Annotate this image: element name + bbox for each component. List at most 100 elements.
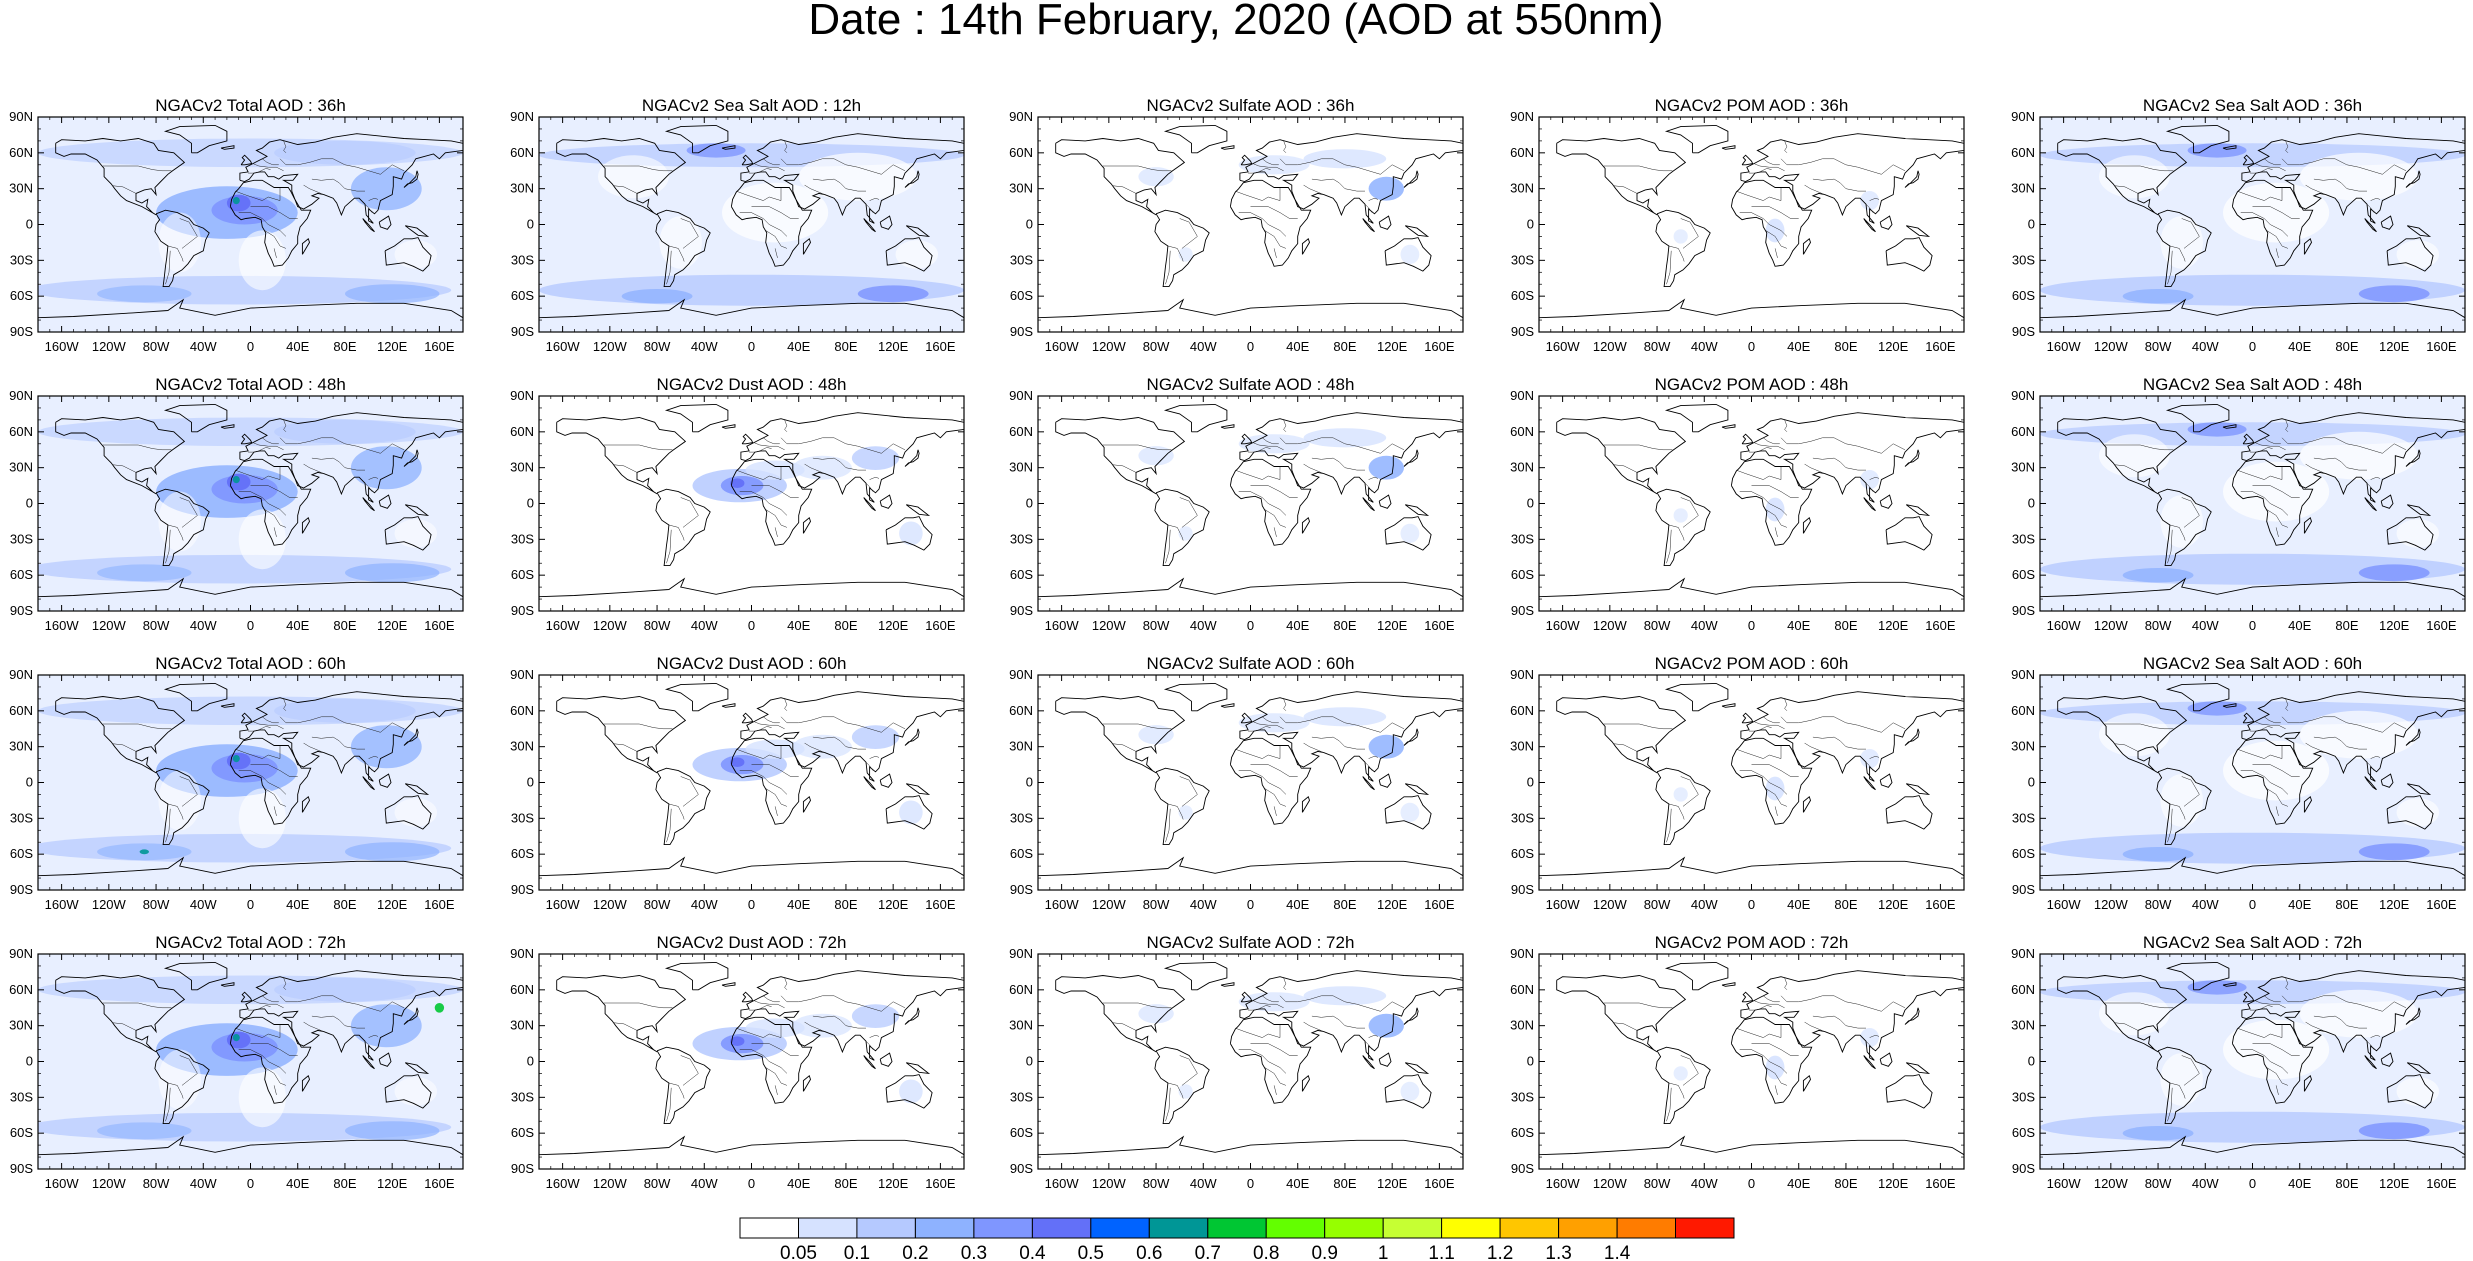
lon-tick-label: 160E	[424, 618, 455, 633]
lat-tick-label: 60N	[1009, 982, 1033, 997]
colorbar-box	[856, 1217, 916, 1239]
lat-tick-label: 90S	[10, 882, 33, 897]
lat-tick-label: 90S	[1010, 603, 1033, 618]
lon-tick-label: 80W	[143, 1176, 170, 1191]
colorbar-label: 1.1	[1428, 1243, 1454, 1261]
lat-tick-label: 90N	[510, 946, 534, 961]
lat-tick-label: 60S	[511, 1125, 534, 1140]
map-panel: NGACv2 Sea Salt AOD : 12h 90N 60N 30N 0 30S 60…	[510, 96, 965, 354]
lon-tick-label: 40W	[1190, 339, 1217, 354]
lon-tick-label: 40W	[1190, 1176, 1217, 1191]
panel-title: NGACv2 Sulfate AOD : 48h	[1147, 375, 1355, 394]
lat-tick-label: 90N	[9, 667, 33, 682]
lat-tick-label: 30S	[10, 531, 33, 546]
lon-tick-label: 120W	[593, 1176, 628, 1191]
lon-tick-label: 40E	[2288, 1176, 2311, 1191]
lon-tick-label: 80E	[834, 618, 857, 633]
lon-tick-label: 160W	[1045, 339, 1080, 354]
lon-tick-label: 120E	[1878, 897, 1909, 912]
lon-tick-label: 40E	[2288, 339, 2311, 354]
lat-tick-label: 60N	[1510, 145, 1534, 160]
lon-tick-label: 80W	[143, 339, 170, 354]
lat-tick-label: 30S	[511, 1089, 534, 1104]
lon-tick-label: 40W	[1691, 618, 1718, 633]
lon-tick-label: 120E	[1878, 1176, 1909, 1191]
coastlines	[1038, 124, 1463, 319]
lat-tick-label: 30N	[1009, 460, 1033, 475]
map-panel-grid: NGACv2 Total AOD : 36h 90N 60N 30N 0 30S 60S 90…	[9, 96, 2466, 1191]
lon-tick-label: 40E	[286, 618, 309, 633]
lon-tick-label: 40E	[1286, 897, 1309, 912]
lat-tick-label: 60S	[1511, 288, 1534, 303]
map-panel: NGACv2 POM AOD : 48h 90N 60N 30N 0 30S 60S 90S 1…	[1510, 375, 1965, 633]
lon-tick-label: 40W	[691, 339, 718, 354]
lon-tick-label: 80W	[1644, 1176, 1671, 1191]
lon-tick-label: 160W	[1045, 897, 1080, 912]
colorbar-label: 0.8	[1253, 1243, 1279, 1261]
lat-tick-label: 30S	[511, 810, 534, 825]
lat-tick-label: 90S	[1511, 324, 1534, 339]
lon-tick-label: 160W	[45, 897, 80, 912]
lon-tick-label: 120W	[1092, 618, 1127, 633]
lon-tick-label: 0	[247, 339, 254, 354]
lat-tick-label: 90S	[10, 603, 33, 618]
lon-tick-label: 40W	[190, 618, 217, 633]
lat-tick-label: 90S	[1010, 1161, 1033, 1176]
lon-tick-label: 120W	[2094, 1176, 2129, 1191]
lon-tick-label: 120E	[377, 897, 408, 912]
lon-tick-label: 120E	[1878, 339, 1909, 354]
aod-field	[38, 396, 463, 611]
coastlines	[1539, 682, 1964, 877]
lat-tick-label: 30S	[511, 252, 534, 267]
lat-tick-label: 60S	[511, 567, 534, 582]
lon-tick-label: 80W	[143, 618, 170, 633]
lon-tick-label: 120W	[1092, 897, 1127, 912]
lon-tick-label: 120E	[878, 897, 909, 912]
map-frame	[538, 395, 965, 612]
lon-tick-label: 120E	[1377, 339, 1408, 354]
lat-tick-label: 90N	[1510, 388, 1534, 403]
colorbar-box	[1558, 1217, 1618, 1239]
lat-tick-label: 60S	[511, 288, 534, 303]
lat-tick-label: 90N	[1009, 667, 1033, 682]
lat-tick-label: 60S	[1511, 1125, 1534, 1140]
map-panel: NGACv2 Total AOD : 48h 90N 60N 30N 0 30S 60S 90…	[9, 375, 464, 633]
panel-title: NGACv2 Dust AOD : 72h	[657, 933, 847, 952]
lon-tick-label: 160W	[546, 897, 581, 912]
coastlines	[1038, 961, 1463, 1156]
lat-tick-label: 30N	[510, 1018, 534, 1033]
lat-tick-label: 90N	[1009, 388, 1033, 403]
lon-tick-label: 120W	[2094, 897, 2129, 912]
lat-tick-label: 0	[2028, 496, 2035, 511]
lon-tick-label: 160W	[546, 1176, 581, 1191]
lat-tick-label: 30S	[1010, 252, 1033, 267]
lon-tick-label: 40W	[2192, 339, 2219, 354]
lat-tick-label: 30N	[1510, 1018, 1534, 1033]
lat-tick-label: 90N	[9, 109, 33, 124]
aod-field	[1673, 749, 1879, 802]
aod-field	[692, 446, 923, 546]
lat-tick-label: 60S	[2012, 1125, 2035, 1140]
panel-title: NGACv2 Sea Salt AOD : 60h	[2143, 654, 2362, 673]
lat-tick-label: 0	[527, 496, 534, 511]
lat-tick-label: 90S	[511, 324, 534, 339]
lat-tick-label: 30N	[9, 181, 33, 196]
lat-tick-label: 30S	[1010, 810, 1033, 825]
colorbar-box	[1499, 1217, 1560, 1239]
colorbar-label: 0.3	[961, 1243, 987, 1261]
lon-tick-label: 80W	[644, 339, 671, 354]
lat-tick-label: 60S	[2012, 567, 2035, 582]
lat-tick-label: 30S	[1511, 531, 1534, 546]
lat-tick-label: 0	[26, 775, 33, 790]
lat-tick-label: 90S	[511, 603, 534, 618]
lat-tick-label: 90N	[1510, 946, 1534, 961]
coastlines	[1539, 124, 1964, 319]
lon-tick-label: 40W	[2192, 897, 2219, 912]
lon-tick-label: 0	[1247, 339, 1254, 354]
lon-tick-label: 40E	[286, 897, 309, 912]
lon-tick-label: 120W	[92, 339, 127, 354]
lon-tick-label: 160E	[925, 618, 956, 633]
lat-tick-label: 30N	[1510, 739, 1534, 754]
lat-tick-label: 60S	[1010, 288, 1033, 303]
panel-title: NGACv2 POM AOD : 60h	[1655, 654, 1849, 673]
